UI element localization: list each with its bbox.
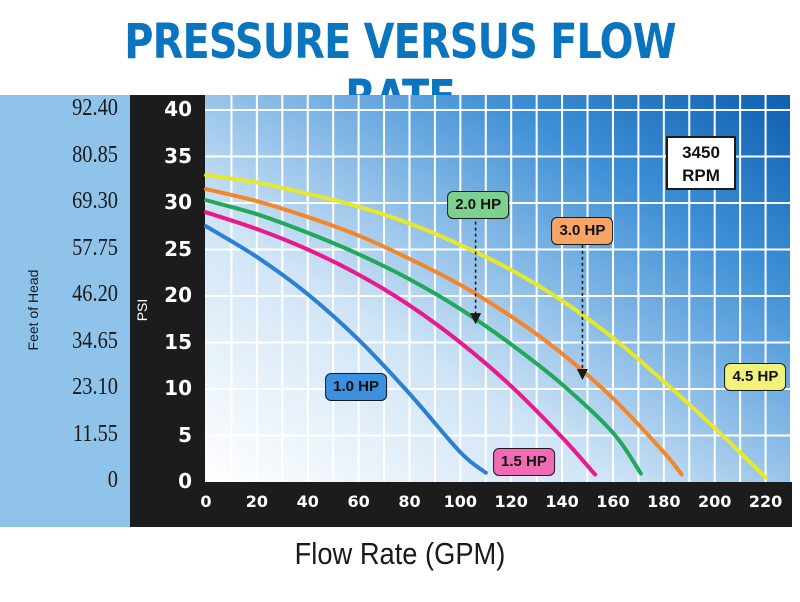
rpm-annotation: 3450 RPM: [666, 136, 736, 190]
psi-tick-label: 40: [164, 97, 192, 121]
psi-tick-label: 5: [178, 422, 192, 447]
x-tick-label: 220: [748, 492, 783, 511]
x-tick-label: 20: [245, 492, 268, 511]
x-tick-label: 40: [296, 492, 319, 511]
series-line-3-0-hp: [204, 187, 684, 477]
psi-axis-label: PSI: [134, 298, 150, 322]
series-line-2-0-hp: [204, 198, 643, 476]
x-tick-label: 160: [596, 492, 630, 511]
x-tick-label: 80: [398, 492, 421, 511]
feet-of-head-tick-label: 34.65: [72, 327, 118, 354]
series-badge-3-0-hp: 3.0 HP: [551, 216, 614, 245]
psi-tick-label: 35: [164, 143, 192, 168]
x-tick-label: 120: [494, 492, 528, 511]
x-tick-label: 200: [697, 492, 732, 511]
psi-tick-label: 10: [164, 376, 192, 400]
x-tick-label: 100: [443, 492, 478, 511]
psi-tick-label: 30: [164, 190, 192, 214]
feet-of-head-axis-panel: [0, 95, 130, 527]
psi-tick-label: 0: [178, 469, 192, 493]
series-lines: [204, 173, 768, 480]
x-tick-label: 60: [347, 492, 370, 511]
x-axis-label: Flow Rate (GPM): [294, 536, 506, 571]
psi-tick-label: 15: [164, 329, 192, 354]
feet-of-head-tick-label: 0: [107, 467, 118, 493]
rpm-value: 3450: [682, 143, 720, 162]
x-tick-label: 180: [647, 492, 681, 511]
x-tick-label: 0: [200, 492, 212, 511]
psi-tick-label: 20: [164, 283, 192, 307]
series-line-1-5-hp: [204, 210, 598, 477]
x-axis-band: [130, 482, 792, 527]
series-badge-2-0-hp: 2.0 HP: [447, 190, 510, 219]
annotation-arrows: [470, 221, 589, 381]
psi-tick-label: 25: [164, 236, 192, 261]
rpm-unit: RPM: [682, 166, 720, 185]
x-tick-label: 140: [545, 492, 579, 511]
feet-of-head-tick-label: 23.10: [72, 374, 118, 400]
feet-of-head-tick-label: 92.40: [72, 95, 118, 121]
feet-of-head-tick-label: 57.75: [72, 234, 118, 261]
psi-axis-panel: [130, 95, 205, 527]
feet-of-head-tick-label: 11.55: [72, 420, 118, 447]
series-badge-4-5-hp: 4.5 HP: [724, 362, 787, 391]
series-badge-1-5-hp: 1.5 HP: [492, 448, 555, 477]
feet-of-head-axis-label: Feet of Head: [25, 269, 41, 351]
feet-of-head-tick-label: 80.85: [72, 141, 118, 168]
feet-of-head-tick-label: 46.20: [72, 281, 118, 307]
series-badge-1-0-hp: 1.0 HP: [325, 373, 387, 402]
series-line-1-0-hp: [204, 224, 488, 475]
feet-of-head-tick-label: 69.30: [72, 188, 118, 214]
series-line-4-5-hp: [204, 173, 768, 480]
